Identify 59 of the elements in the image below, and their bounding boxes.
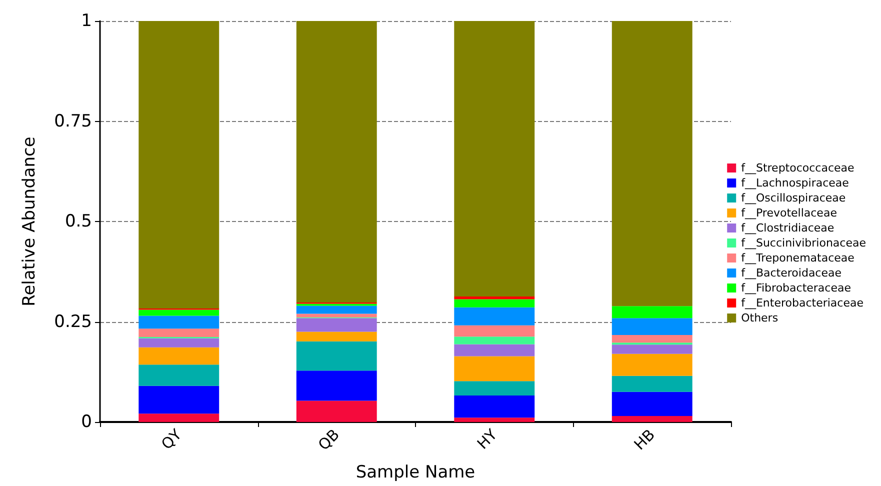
legend-label: f__Oscillospiraceae [741,192,846,204]
legend-label: Others [741,312,778,324]
bar [138,386,220,414]
bar [454,356,535,382]
bar [454,307,535,326]
legend-label: f__Lachnospiraceae [741,176,850,190]
bar [296,332,377,342]
x-tick-label: QY [158,425,186,454]
bar [454,325,535,337]
bar [138,414,220,422]
bar [138,338,220,348]
bar [296,318,377,332]
bar [138,328,220,337]
x-tick-label: QB [314,426,343,454]
legend-label: f__Streptococcaceae [741,162,855,174]
bar [296,341,377,371]
bar [296,306,377,314]
bar [138,347,220,365]
bar [612,392,692,416]
bar [454,344,535,356]
x-axis-title: Sample Name [356,462,476,482]
legend-label: f__Fibrobacteraceae [741,282,852,294]
bar [454,418,535,422]
bar [138,316,220,329]
bar [612,334,692,343]
bar [454,381,535,396]
y-axis-title: Relative Abundance [20,136,40,306]
legend-label: f__Succinivibrionaceae [741,236,866,250]
y-tick-label: 1 [81,11,92,31]
bar [612,344,692,354]
bar [612,318,692,335]
legend-label: f__Clostridiaceae [741,222,834,234]
x-tick-label: HB [630,426,658,454]
legend-label: f__Bacteroidaceae [741,266,842,280]
bar [612,21,692,306]
bar [138,364,220,386]
y-tick-label: 0.75 [54,111,92,132]
bar [138,21,220,309]
bar [296,370,377,401]
bar [296,314,377,318]
x-tick-label: HY [474,425,502,453]
bar [296,400,377,422]
legend-label: f__Enterobacteriaceae [741,296,864,310]
bar [454,336,535,344]
legend-label: f__Prevotellaceae [741,206,838,220]
y-tick-label: 0.5 [64,212,92,232]
bar [612,354,692,376]
bar [612,306,692,318]
bar [612,416,692,422]
bar [138,310,220,316]
bar [454,299,535,308]
y-tick-label: 0.25 [54,312,92,332]
legend-label: f__Treponemataceae [741,252,855,264]
bar [612,376,692,392]
y-tick-label: 0 [81,412,92,432]
bar [454,21,535,296]
bar [454,296,535,300]
bar [296,21,377,302]
bar [454,396,535,418]
